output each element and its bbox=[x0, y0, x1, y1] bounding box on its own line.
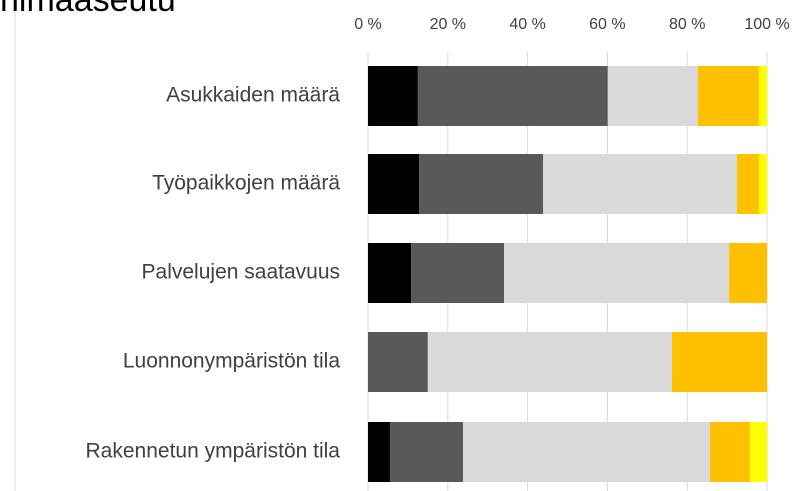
x-tick-label: 40 % bbox=[509, 16, 545, 33]
bar-segment bbox=[389, 422, 463, 482]
bar-segment bbox=[543, 154, 738, 214]
bar-segment bbox=[368, 422, 390, 482]
y-tick-label: Rakennetun ympäristön tila bbox=[86, 440, 341, 463]
x-tick-label: 20 % bbox=[430, 16, 466, 33]
y-tick-label: Luonnonympäristön tila bbox=[123, 350, 340, 373]
y-tick-label: Asukkaiden määrä bbox=[166, 84, 340, 107]
x-tick-label: 80 % bbox=[669, 16, 705, 33]
x-tick-label: 100 % bbox=[744, 16, 789, 33]
y-tick-label: Työpaikkojen määrä bbox=[152, 172, 340, 195]
bar-segment bbox=[729, 243, 767, 303]
x-tick-label: 60 % bbox=[589, 16, 625, 33]
bar-segment bbox=[697, 66, 760, 126]
bar-segment bbox=[709, 422, 750, 482]
x-tick-label: 0 % bbox=[354, 16, 382, 33]
bar-segment bbox=[672, 332, 767, 392]
bar-segment bbox=[417, 66, 608, 126]
bar-segment bbox=[737, 154, 760, 214]
bar-segment bbox=[462, 422, 710, 482]
bar-segment bbox=[419, 154, 544, 214]
bar-segment bbox=[759, 66, 767, 126]
bar-segment bbox=[504, 243, 730, 303]
bar-segment bbox=[368, 154, 420, 214]
bar-segment bbox=[759, 154, 767, 214]
bar-segment bbox=[368, 243, 412, 303]
bar-segment bbox=[368, 332, 428, 392]
bar-segment bbox=[427, 332, 673, 392]
chart-title: nimaaseutu bbox=[0, 0, 176, 19]
bar-segment bbox=[411, 243, 505, 303]
bar-segment bbox=[607, 66, 698, 126]
bar-segment bbox=[749, 422, 767, 482]
y-tick-label: Palvelujen saatavuus bbox=[142, 261, 340, 284]
bar-segment bbox=[368, 66, 418, 126]
